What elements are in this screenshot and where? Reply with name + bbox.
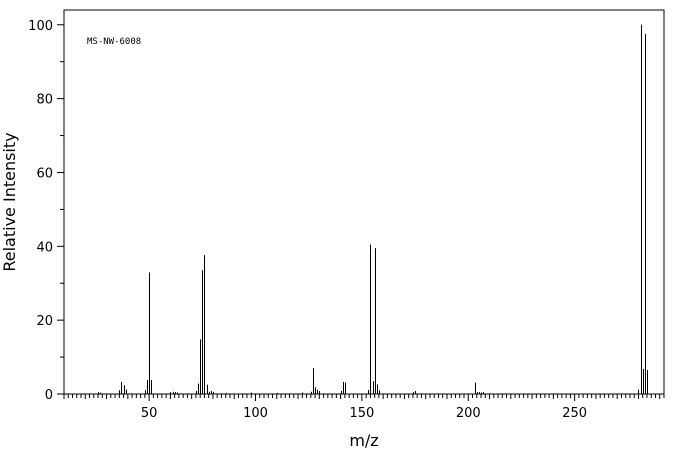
y-tick-label: 20 [36,314,53,329]
y-tick-label: 100 [28,19,53,34]
plot-area [63,9,665,395]
y-axis-title: Relative Intensity [0,132,19,271]
x-tick-label: 150 [349,406,374,421]
y-tick-label: 40 [36,240,53,255]
x-tick-label: 200 [456,406,481,421]
y-tick-label: 80 [36,93,53,108]
axis-ticks [57,24,665,401]
y-tick-label: 0 [45,388,53,403]
x-tick-label: 50 [141,406,158,421]
x-axis-title: m/z [349,431,378,450]
x-tick-label: 100 [243,406,268,421]
y-tick-label: 60 [36,166,53,181]
axis-tick-labels: 50 100 150 200 250 0 20 40 60 80 100 [28,19,587,421]
spectrum-code-label: MS-NW-6008 [87,37,141,47]
x-tick-label: 250 [562,406,587,421]
spectrum-peaks [98,24,648,394]
